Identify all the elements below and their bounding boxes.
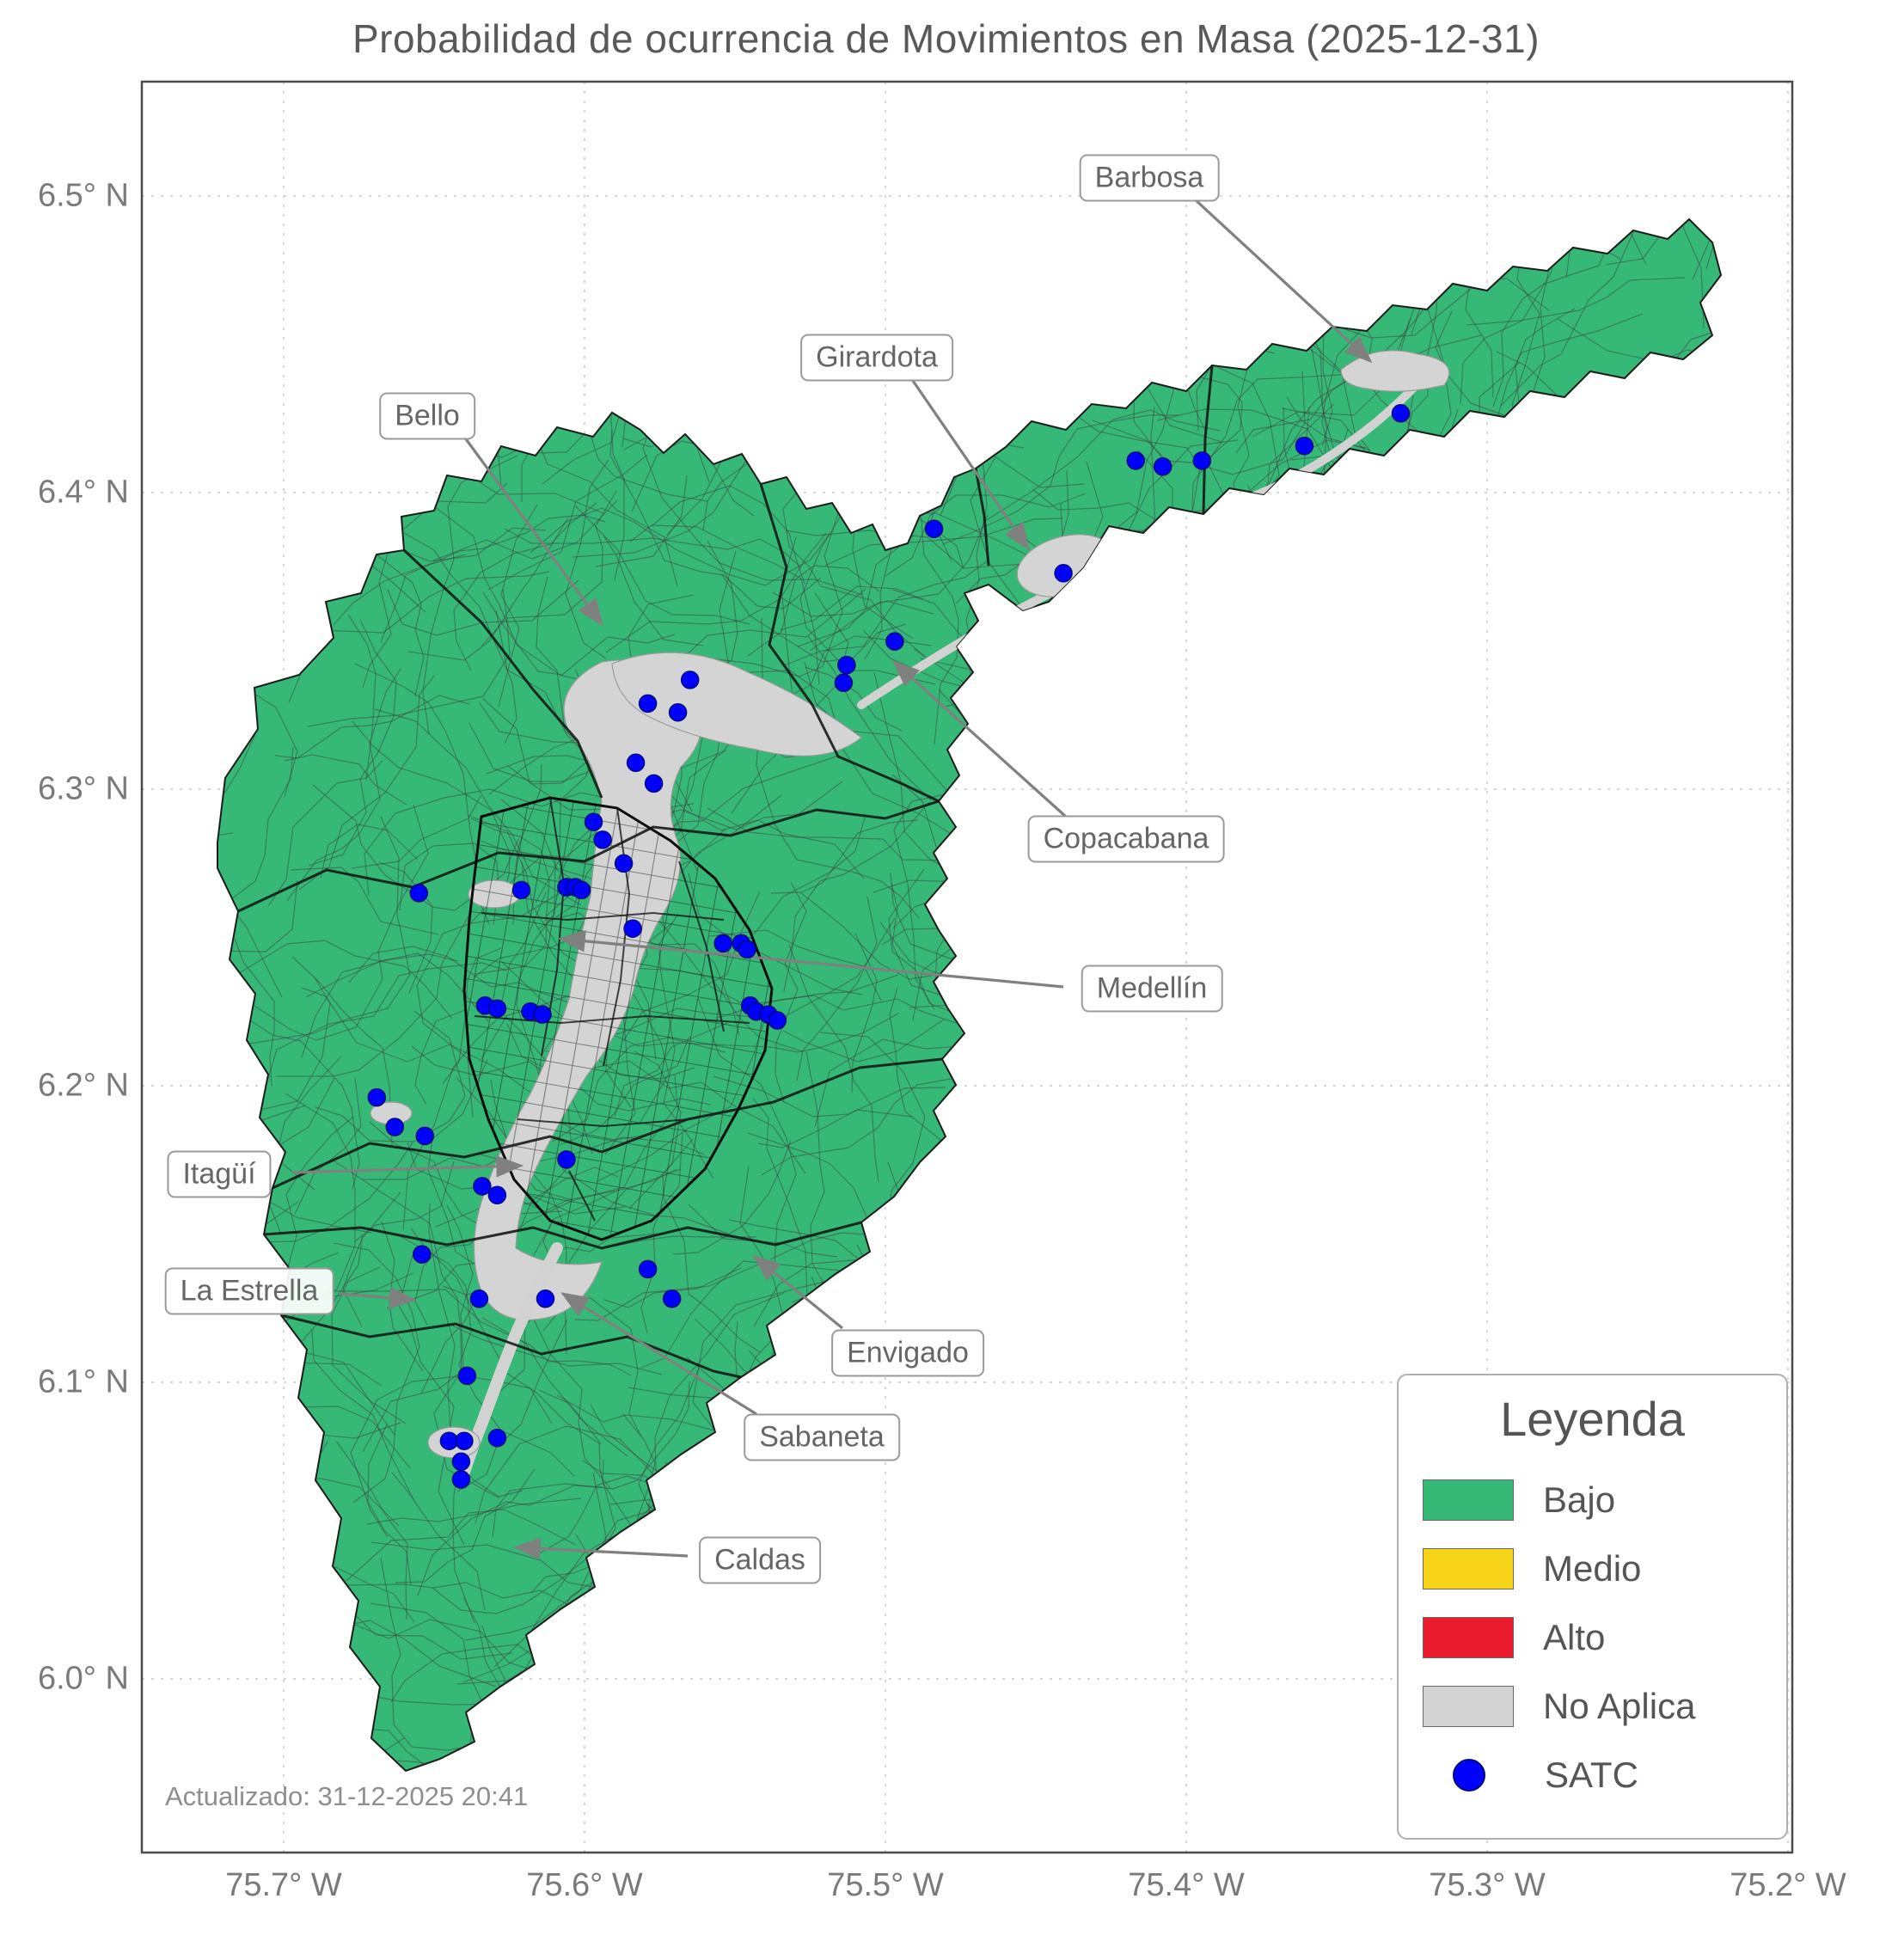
satc-point (1153, 457, 1173, 476)
satc-point (415, 1126, 435, 1146)
satc-point (662, 1289, 682, 1308)
satc-point (557, 1150, 576, 1169)
plot-border (140, 80, 1794, 1854)
y-tick-label: 6.4° N (37, 474, 129, 511)
satc-point (1054, 564, 1073, 583)
urban-area-bello (611, 652, 862, 756)
satc-point (623, 919, 642, 938)
satc-point (409, 884, 429, 903)
y-tick-label: 6.2° N (37, 1067, 129, 1104)
satc-point (837, 655, 856, 675)
legend-item-alto: Alto (1423, 1603, 1762, 1672)
satc-point (1126, 451, 1145, 470)
satc-point (584, 812, 603, 831)
legend-swatch-bajo (1423, 1479, 1514, 1521)
figure-title: Probabilidad de ocurrencia de Movimiento… (352, 16, 1540, 61)
legend-item-bajo: Bajo (1423, 1466, 1762, 1534)
y-tick-label: 6.0° N (37, 1660, 129, 1697)
satc-point (768, 1011, 787, 1030)
x-tick-label: 75.6° W (526, 1867, 643, 1903)
annotation-girardota: Girardota (800, 334, 953, 382)
satc-point (385, 1118, 405, 1136)
satc-point (572, 880, 591, 900)
x-tick-label: 75.7° W (225, 1867, 342, 1903)
satc-point (536, 1289, 555, 1308)
satc-point (834, 673, 854, 693)
satc-point (738, 940, 756, 959)
annotation-itagui: Itagüí (167, 1150, 272, 1198)
annotation-la-estrella: La Estrella (164, 1267, 334, 1315)
satc-point (533, 1005, 552, 1024)
y-tick-label: 6.5° N (37, 177, 129, 214)
satc-point (451, 1452, 471, 1472)
satc-point (924, 519, 944, 538)
legend-swatch-no-aplica (1423, 1686, 1514, 1727)
satc-point (451, 1470, 471, 1489)
y-tick-label: 6.1° N (37, 1363, 129, 1400)
satc-point (457, 1366, 477, 1386)
satc-point (487, 999, 507, 1018)
satc-points-layer (367, 404, 1411, 1489)
updated-timestamp: Actualizado: 31-12-2025 20:41 (165, 1781, 529, 1811)
municipality-boundaries (237, 364, 1214, 1379)
x-tick-label: 75.5° W (827, 1867, 944, 1903)
legend-satc-dot-icon (1453, 1759, 1485, 1792)
annotation-caldas: Caldas (699, 1536, 821, 1584)
satc-point (473, 1177, 492, 1196)
satc-point (626, 753, 646, 773)
annotation-barbosa: Barbosa (1079, 154, 1220, 202)
legend-item-medio: Medio (1423, 1534, 1762, 1603)
satc-point (413, 1245, 432, 1264)
annotation-sabaneta: Sabaneta (744, 1413, 900, 1461)
satc-point (1192, 451, 1212, 470)
legend-item-satc: SATC (1423, 1741, 1762, 1810)
satc-point (487, 1185, 507, 1205)
legend-swatch-medio (1423, 1548, 1514, 1589)
satc-point (668, 702, 688, 722)
satc-point (885, 632, 904, 651)
satc-point (713, 934, 732, 953)
satc-point (638, 694, 658, 714)
legend: Leyenda Bajo Medio Alto No Aplica SATC (1397, 1374, 1788, 1840)
satc-point (511, 880, 531, 900)
satc-point (644, 774, 664, 793)
satc-point (638, 1259, 658, 1279)
satc-point (680, 671, 700, 689)
satc-point (593, 830, 612, 849)
legend-swatch-alto (1423, 1617, 1514, 1658)
annotation-bello: Bello (379, 392, 475, 440)
satc-point (614, 854, 634, 873)
x-tick-label: 75.3° W (1429, 1867, 1546, 1903)
satc-point (487, 1428, 507, 1448)
annotation-copacabana: Copacabana (1027, 815, 1225, 863)
legend-item-no-aplica: No Aplica (1423, 1672, 1762, 1741)
y-tick-label: 6.3° N (37, 770, 129, 807)
x-tick-label: 75.4° W (1128, 1867, 1245, 1903)
annotation-envigado: Envigado (831, 1329, 984, 1377)
legend-title: Leyenda (1500, 1392, 1685, 1446)
annotation-medellin: Medellín (1081, 965, 1223, 1013)
satc-point (367, 1087, 387, 1107)
comuna-boundaries (474, 797, 750, 1222)
x-tick-label: 75.2° W (1730, 1867, 1846, 1903)
satc-point (469, 1289, 489, 1308)
satc-point (455, 1431, 474, 1450)
annotation-arrows (291, 198, 1373, 1560)
satc-point (1391, 404, 1411, 423)
satc-point (1295, 436, 1314, 456)
